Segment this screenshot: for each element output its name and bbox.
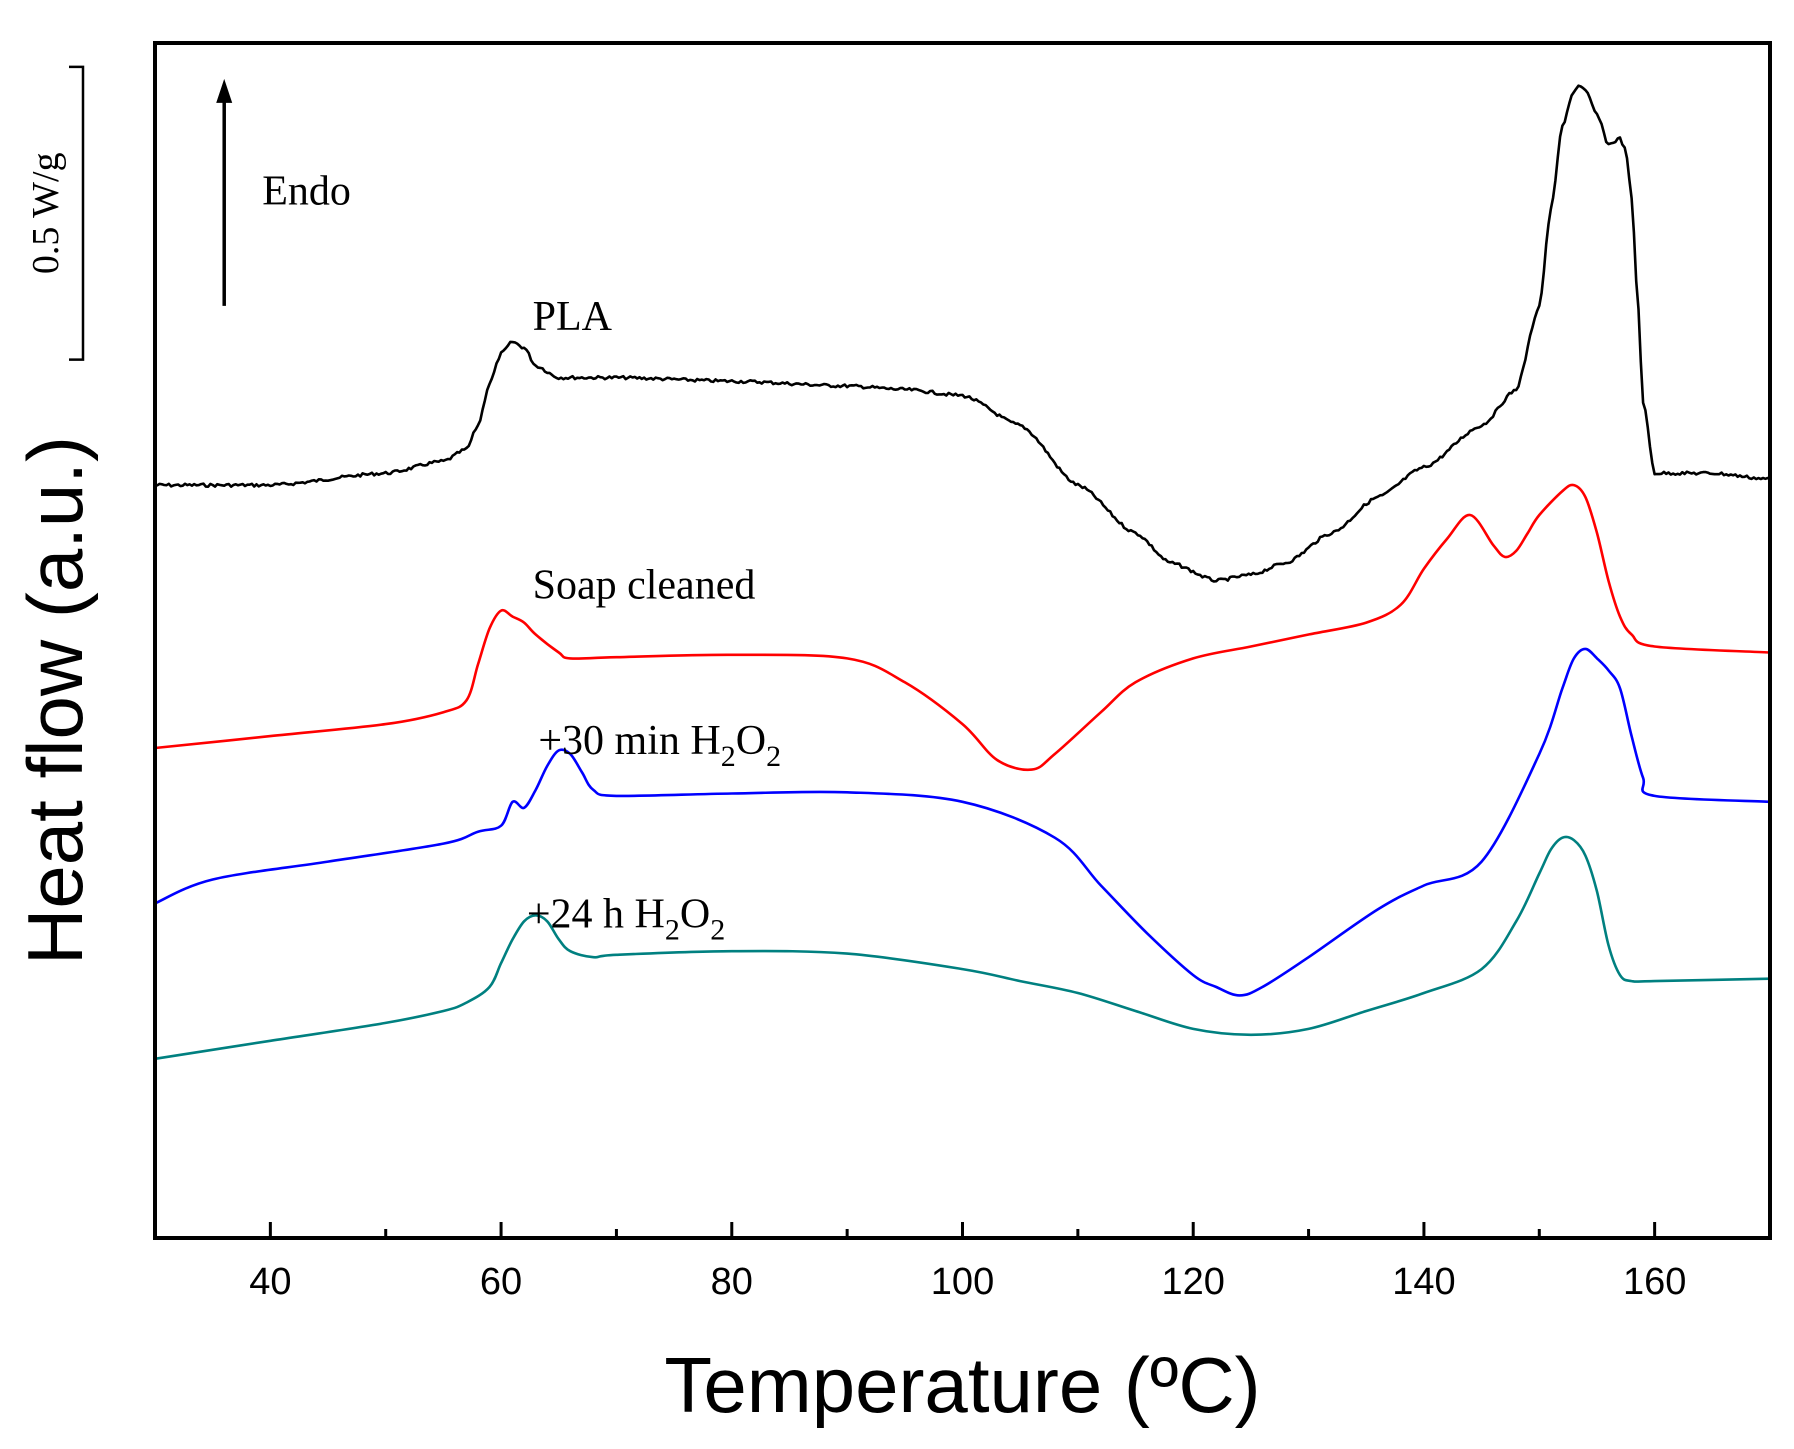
scale-bar-label: 0.5 W/g (25, 152, 67, 274)
series-label-24h-h2o2: +24 h H2O2 (527, 891, 725, 946)
series-line-1 (154, 483, 1771, 772)
curves-layer (154, 84, 1771, 1061)
scale-bar-line (69, 65, 85, 361)
x-tick-label: 120 (1162, 1261, 1225, 1303)
x-axis-title: Temperature (ºC) (664, 1341, 1260, 1429)
x-tick-label: 40 (249, 1261, 291, 1303)
label-24h-sub1: 2 (665, 913, 680, 946)
label-24h-main: +24 h H (527, 891, 665, 937)
endo-indicator: Endo (216, 78, 351, 306)
series-line-2 (154, 647, 1771, 997)
x-tick-label: 160 (1623, 1261, 1686, 1303)
plot-frame (153, 41, 1772, 1240)
label-24h-mid: O (680, 891, 710, 937)
label-30min-mid: O (736, 718, 766, 764)
endo-label: Endo (262, 168, 351, 214)
up-arrow-icon (216, 78, 233, 103)
label-30min-main: +30 min H (538, 718, 720, 764)
label-24h-sub2: 2 (710, 913, 725, 946)
series-line-3 (154, 835, 1771, 1061)
series-label-pla: PLA (533, 294, 613, 340)
series-label-soap-cleaned: Soap cleaned (533, 563, 756, 609)
x-tick-label: 60 (480, 1261, 522, 1303)
y-axis-title: Heat flow (a.u.) (11, 436, 99, 965)
x-tick-label: 100 (931, 1261, 994, 1303)
series-label-30min-h2o2: +30 min H2O2 (538, 718, 781, 773)
scale-bar: 0.5 W/g (25, 65, 85, 361)
x-tick-label: 140 (1392, 1261, 1455, 1303)
x-axis-tick-labels: 40 60 80 100 120 140 160 (249, 1261, 1686, 1303)
label-30min-sub2: 2 (766, 740, 781, 773)
series-line-0 (154, 84, 1771, 583)
label-30min-sub1: 2 (721, 740, 736, 773)
x-axis-ticks (153, 1222, 1772, 1238)
x-tick-label: 80 (711, 1261, 753, 1303)
